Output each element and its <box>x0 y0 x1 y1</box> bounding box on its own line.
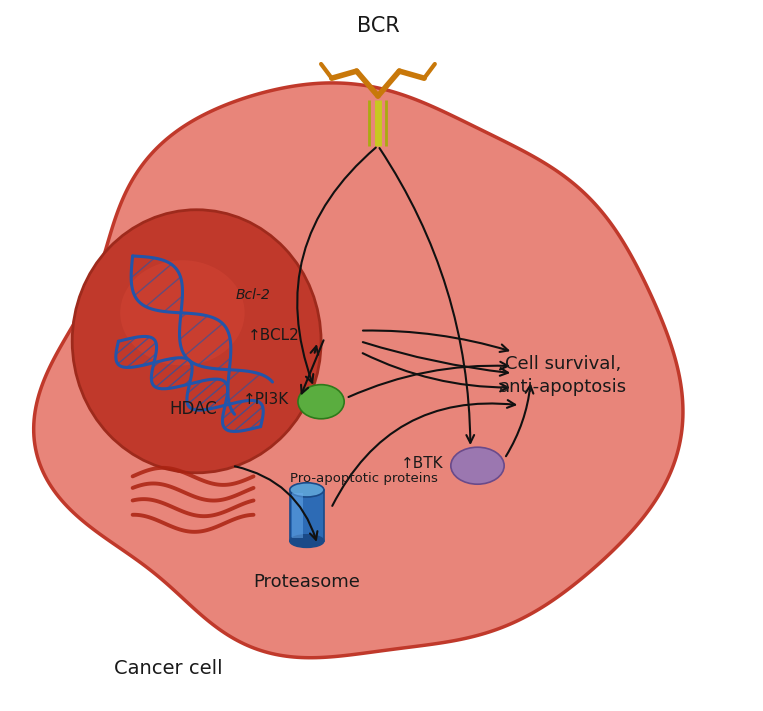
Text: Cancer cell: Cancer cell <box>114 659 223 678</box>
Ellipse shape <box>290 535 324 547</box>
Polygon shape <box>290 490 324 541</box>
Ellipse shape <box>298 385 344 419</box>
Ellipse shape <box>121 260 245 365</box>
Polygon shape <box>292 493 303 538</box>
Text: anti-apoptosis: anti-apoptosis <box>499 378 627 397</box>
Text: ↑PI3K: ↑PI3K <box>243 392 289 407</box>
Text: Pro-apoptotic proteins: Pro-apoptotic proteins <box>290 472 438 485</box>
Polygon shape <box>34 83 683 658</box>
Ellipse shape <box>290 483 324 497</box>
Text: ↑BCL2: ↑BCL2 <box>248 328 300 343</box>
Text: Proteasome: Proteasome <box>253 573 360 591</box>
Ellipse shape <box>451 447 504 484</box>
Text: Bcl-2: Bcl-2 <box>236 288 271 302</box>
Text: ↑BTK: ↑BTK <box>401 456 443 471</box>
Text: Cell survival,: Cell survival, <box>504 355 621 373</box>
Ellipse shape <box>72 210 321 473</box>
Text: BCR: BCR <box>356 16 399 36</box>
Text: HDAC: HDAC <box>169 400 217 418</box>
